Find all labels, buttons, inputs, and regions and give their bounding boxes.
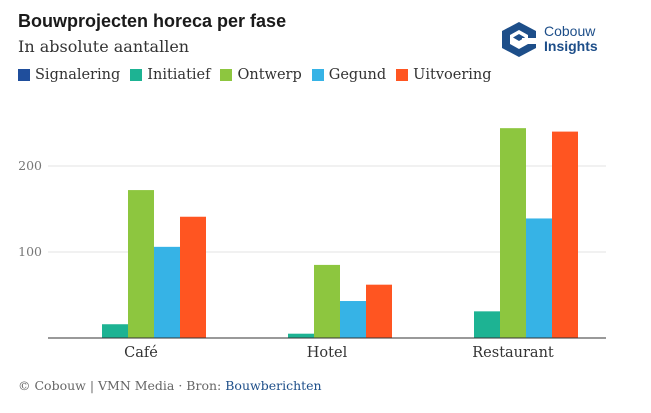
cobouw-insights-logo: Cobouw Insights	[500, 21, 610, 57]
chart-title: Bouwprojecten horeca per fase	[18, 11, 287, 31]
footer-credit: © Cobouw | VMN Media · Bron:	[18, 378, 226, 393]
legend-swatch	[396, 69, 409, 81]
legend-label: Signalering	[35, 67, 121, 83]
bar-ontwerp-1[interactable]	[314, 264, 340, 338]
bar-gegund-0[interactable]	[154, 246, 180, 338]
bar-ontwerp-2[interactable]	[500, 128, 526, 338]
legend-item-uitvoering[interactable]: Uitvoering	[396, 67, 492, 83]
bar-gegund-2[interactable]	[526, 218, 552, 338]
logo-brand-name: Cobouw	[544, 23, 596, 39]
bar-gegund-1[interactable]	[340, 301, 366, 338]
chart-legend: Signalering Initiatief Ontwerp Gegund Uitvoe…	[18, 67, 502, 83]
logo-brand-subname: Insights	[544, 38, 598, 54]
legend-item-gegund[interactable]: Gegund	[311, 67, 387, 83]
legend-item-initiatief[interactable]: Initiatief	[130, 67, 210, 83]
source-link[interactable]: Bouwberichten	[225, 378, 322, 393]
bar-uitvoering-0[interactable]	[180, 216, 206, 338]
bar-ontwerp-0[interactable]	[128, 190, 154, 338]
legend-swatch	[220, 69, 233, 81]
cobouw-logo-icon	[502, 22, 538, 57]
legend-label: Uitvoering	[413, 67, 492, 83]
legend-item-ontwerp[interactable]: Ontwerp	[220, 67, 302, 83]
x-tick-label: Hotel	[307, 345, 348, 361]
bar-initiatief-1[interactable]	[288, 333, 314, 338]
x-tick-label: Café	[124, 345, 158, 361]
legend-swatch	[311, 69, 324, 81]
y-tick-label: 100	[18, 244, 42, 259]
legend-label: Gegund	[328, 67, 387, 83]
legend-label: Ontwerp	[237, 67, 302, 83]
bar-uitvoering-1[interactable]	[366, 284, 392, 338]
x-tick-label: Restaurant	[472, 345, 554, 361]
bar-initiatief-2[interactable]	[474, 311, 500, 338]
legend-item-signalering[interactable]: Signalering	[18, 67, 120, 83]
bar-initiatief-0[interactable]	[102, 324, 128, 338]
legend-label: Initiatief	[147, 67, 211, 83]
bar-uitvoering-2[interactable]	[552, 131, 578, 338]
chart-subtitle: In absolute aantallen	[18, 37, 190, 56]
legend-swatch	[18, 69, 30, 81]
legend-swatch	[130, 69, 143, 81]
chart-footer: © Cobouw | VMN Media · Bron: Bouwbericht…	[18, 378, 322, 393]
y-tick-label: 200	[18, 158, 42, 173]
